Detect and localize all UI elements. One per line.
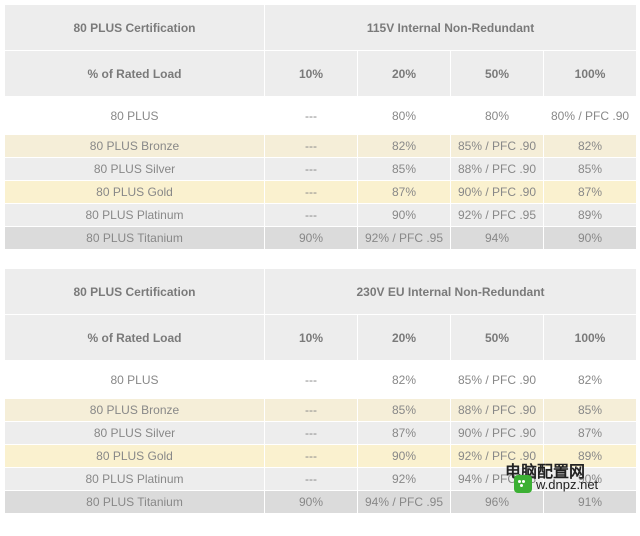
certification-name: 80 PLUS Platinum (5, 468, 265, 491)
load-column-header: 20% (358, 51, 451, 97)
efficiency-value: 80% (451, 97, 544, 135)
efficiency-value: 90% (358, 204, 451, 227)
efficiency-value: 89% (544, 204, 637, 227)
efficiency-value: 90% (265, 491, 358, 514)
efficiency-value: 89% (544, 445, 637, 468)
table-row: 80 PLUS Bronze---82%85% / PFC .9082% (5, 135, 637, 158)
efficiency-value: 87% (544, 181, 637, 204)
efficiency-value: --- (265, 399, 358, 422)
table-row: 80 PLUS Titanium90%94% / PFC .9596%91% (5, 491, 637, 514)
certification-header: 80 PLUS Certification (5, 269, 265, 315)
voltage-header: 115V Internal Non-Redundant (265, 5, 637, 51)
certification-name: 80 PLUS Silver (5, 422, 265, 445)
efficiency-value: --- (265, 445, 358, 468)
efficiency-value: 90% (358, 445, 451, 468)
efficiency-value: 85% (358, 158, 451, 181)
certification-name: 80 PLUS Gold (5, 445, 265, 468)
efficiency-value: --- (265, 135, 358, 158)
efficiency-table-1: 80 PLUS Certification230V EU Internal No… (4, 268, 637, 514)
efficiency-value: 92% / PFC .95 (451, 204, 544, 227)
efficiency-value: 85% / PFC .90 (451, 135, 544, 158)
load-header: % of Rated Load (5, 315, 265, 361)
efficiency-value: 82% (358, 135, 451, 158)
table-row: 80 PLUS Titanium90%92% / PFC .9594%90% (5, 227, 637, 250)
efficiency-value: 87% (358, 181, 451, 204)
table-row: 80 PLUS Platinum---92%94% / PFC .9590% (5, 468, 637, 491)
efficiency-value: 90% / PFC .90 (451, 181, 544, 204)
efficiency-value: 85% / PFC .90 (451, 361, 544, 399)
efficiency-value: 82% (544, 135, 637, 158)
efficiency-value: 92% (358, 468, 451, 491)
certification-name: 80 PLUS Silver (5, 158, 265, 181)
efficiency-value: 92% / PFC .95 (358, 227, 451, 250)
efficiency-value: --- (265, 181, 358, 204)
efficiency-value: --- (265, 361, 358, 399)
certification-name: 80 PLUS Titanium (5, 227, 265, 250)
certification-name: 80 PLUS Bronze (5, 399, 265, 422)
certification-name: 80 PLUS Bronze (5, 135, 265, 158)
certification-header: 80 PLUS Certification (5, 5, 265, 51)
load-column-header: 100% (544, 51, 637, 97)
load-column-header: 20% (358, 315, 451, 361)
efficiency-value: 90% / PFC .90 (451, 422, 544, 445)
efficiency-value: 92% / PFC .90 (451, 445, 544, 468)
certification-name: 80 PLUS Gold (5, 181, 265, 204)
table-row: 80 PLUS Gold---87%90% / PFC .9087% (5, 181, 637, 204)
efficiency-value: 80% / PFC .90 (544, 97, 637, 135)
efficiency-value: 85% (544, 158, 637, 181)
table-row: 80 PLUS Silver---85%88% / PFC .9085% (5, 158, 637, 181)
efficiency-value: --- (265, 97, 358, 135)
efficiency-value: 91% (544, 491, 637, 514)
efficiency-value: --- (265, 158, 358, 181)
table-row: 80 PLUS Gold---90%92% / PFC .9089% (5, 445, 637, 468)
load-column-header: 50% (451, 51, 544, 97)
load-header: % of Rated Load (5, 51, 265, 97)
load-column-header: 10% (265, 51, 358, 97)
efficiency-value: 88% / PFC .90 (451, 158, 544, 181)
efficiency-table-0: 80 PLUS Certification115V Internal Non-R… (4, 4, 637, 250)
load-column-header: 50% (451, 315, 544, 361)
efficiency-value: 85% (358, 399, 451, 422)
efficiency-value: 87% (358, 422, 451, 445)
efficiency-value: --- (265, 422, 358, 445)
efficiency-value: --- (265, 468, 358, 491)
efficiency-value: 94% (451, 227, 544, 250)
efficiency-value: 82% (358, 361, 451, 399)
table-row: 80 PLUS---82%85% / PFC .9082% (5, 361, 637, 399)
efficiency-value: --- (265, 204, 358, 227)
table-row: 80 PLUS Bronze---85%88% / PFC .9085% (5, 399, 637, 422)
load-column-header: 10% (265, 315, 358, 361)
table-row: 80 PLUS---80%80%80% / PFC .90 (5, 97, 637, 135)
efficiency-value: 88% / PFC .90 (451, 399, 544, 422)
voltage-header: 230V EU Internal Non-Redundant (265, 269, 637, 315)
efficiency-value: 80% (358, 97, 451, 135)
certification-name: 80 PLUS (5, 97, 265, 135)
efficiency-value: 94% / PFC .95 (451, 468, 544, 491)
load-column-header: 100% (544, 315, 637, 361)
certification-name: 80 PLUS (5, 361, 265, 399)
efficiency-value: 90% (265, 227, 358, 250)
table-row: 80 PLUS Silver---87%90% / PFC .9087% (5, 422, 637, 445)
efficiency-value: 82% (544, 361, 637, 399)
efficiency-value: 96% (451, 491, 544, 514)
efficiency-value: 90% (544, 227, 637, 250)
certification-name: 80 PLUS Titanium (5, 491, 265, 514)
efficiency-value: 85% (544, 399, 637, 422)
efficiency-value: 90% (544, 468, 637, 491)
certification-name: 80 PLUS Platinum (5, 204, 265, 227)
efficiency-value: 87% (544, 422, 637, 445)
efficiency-value: 94% / PFC .95 (358, 491, 451, 514)
table-row: 80 PLUS Platinum---90%92% / PFC .9589% (5, 204, 637, 227)
